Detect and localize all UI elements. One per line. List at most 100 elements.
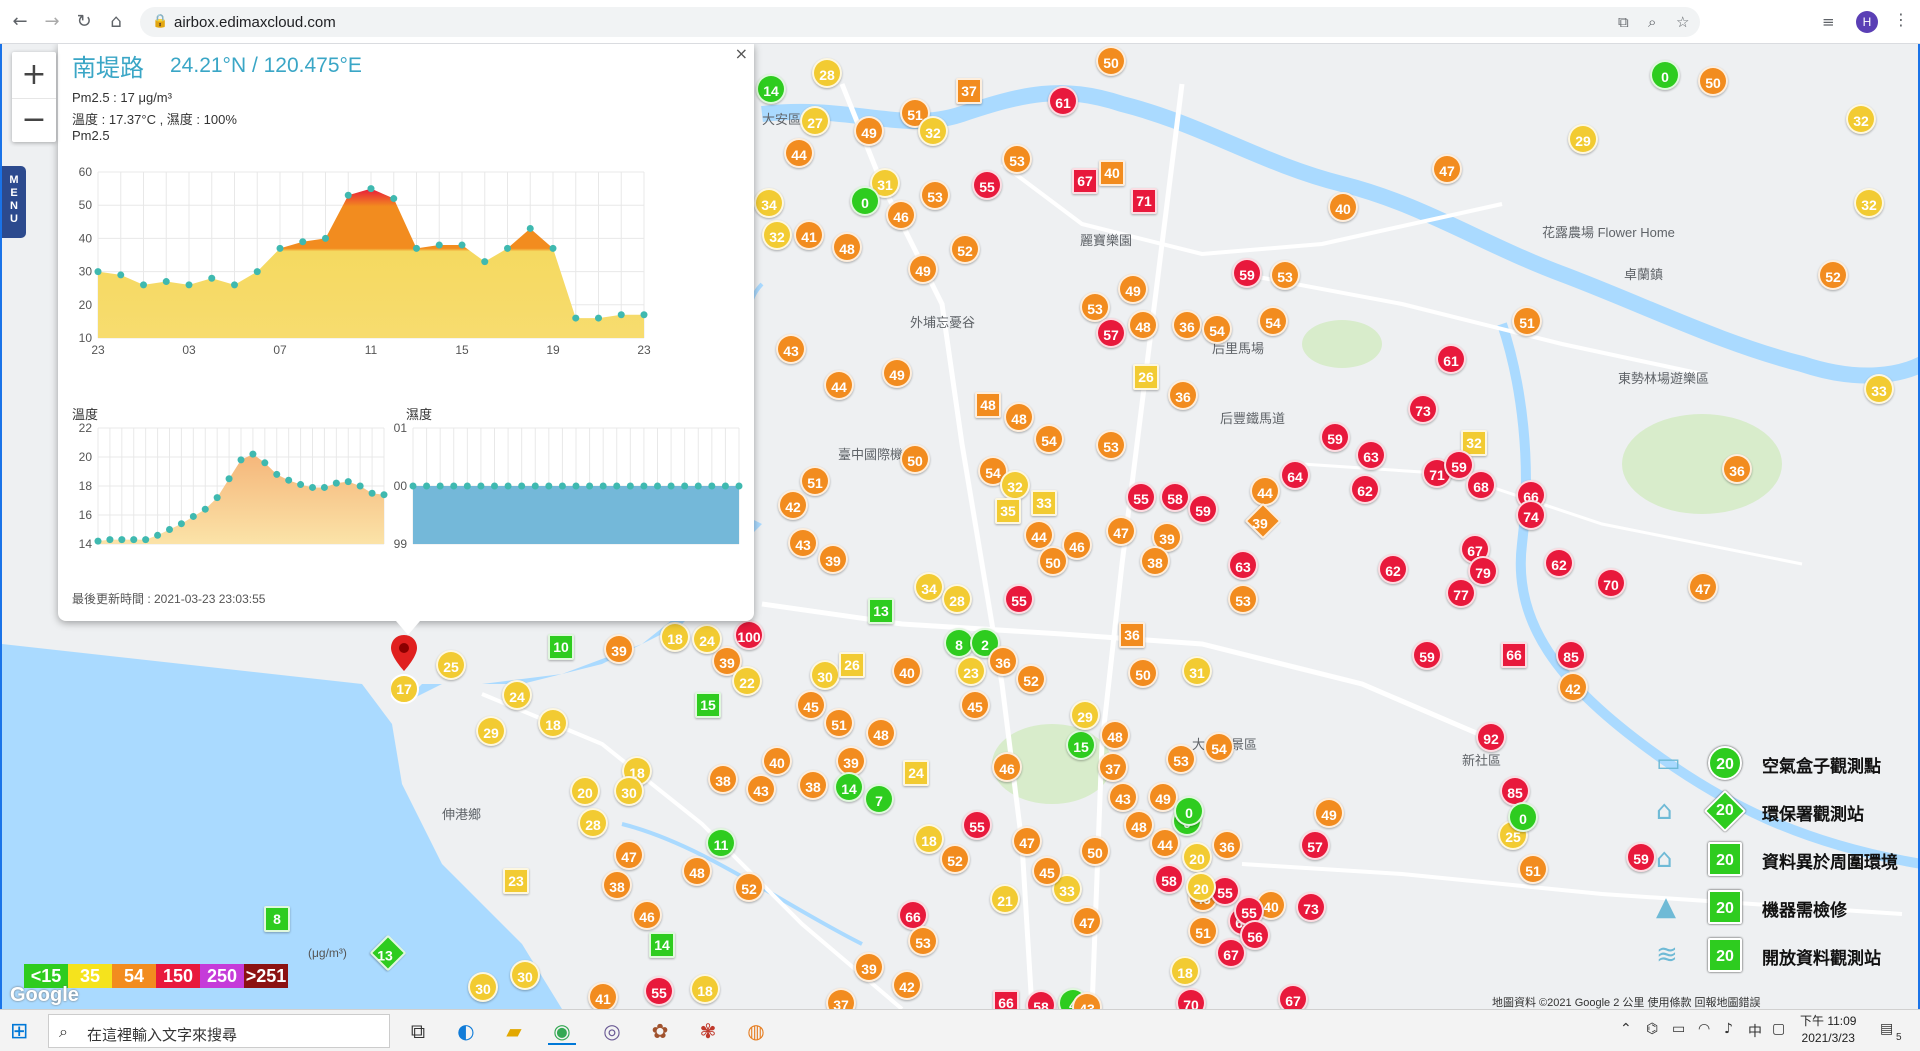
sensor-marker[interactable]: 54: [1034, 424, 1064, 454]
sensor-marker[interactable]: 61: [1048, 86, 1078, 116]
close-icon[interactable]: ×: [734, 44, 748, 63]
sensor-marker[interactable]: 53: [1270, 260, 1300, 290]
tray-network-icon[interactable]: ⌬: [1646, 1021, 1659, 1037]
taskbar-search[interactable]: ⌕ 在這裡輸入文字來搜尋: [48, 1014, 390, 1048]
sensor-marker[interactable]: 55: [962, 810, 992, 840]
sensor-marker[interactable]: 42: [892, 970, 922, 1000]
sensor-marker[interactable]: 44: [824, 370, 854, 400]
sensor-marker[interactable]: 39: [818, 544, 848, 574]
sensor-marker[interactable]: 36: [1722, 454, 1752, 484]
sensor-marker[interactable]: 59: [1412, 640, 1442, 670]
sensor-marker[interactable]: 7: [864, 784, 894, 814]
sensor-marker[interactable]: 48: [866, 718, 896, 748]
sensor-marker[interactable]: 23: [956, 656, 986, 686]
sensor-marker[interactable]: 39: [1152, 522, 1182, 552]
sensor-marker[interactable]: 32: [1461, 430, 1487, 456]
sensor-marker[interactable]: 49: [908, 254, 938, 284]
sensor-marker[interactable]: 0: [1174, 796, 1204, 826]
sensor-marker[interactable]: 37: [1098, 752, 1128, 782]
sensor-marker[interactable]: 53: [1166, 744, 1196, 774]
sensor-marker[interactable]: 29: [1568, 124, 1598, 154]
sensor-marker[interactable]: 40: [1099, 160, 1125, 186]
sensor-marker[interactable]: 46: [632, 900, 662, 930]
chrome-icon[interactable]: ◉: [548, 1017, 576, 1045]
sensor-marker[interactable]: 30: [614, 776, 644, 806]
sensor-marker[interactable]: 55: [1126, 482, 1156, 512]
sensor-marker[interactable]: 0: [850, 186, 880, 216]
sensor-marker[interactable]: 58: [1160, 482, 1190, 512]
sensor-marker[interactable]: 11: [706, 828, 736, 858]
sensor-marker[interactable]: 38: [602, 870, 632, 900]
sensor-marker[interactable]: 50: [1096, 46, 1126, 76]
sensor-marker[interactable]: 14: [649, 932, 675, 958]
sensor-marker[interactable]: 54: [1258, 306, 1288, 336]
sensor-marker[interactable]: 63: [1356, 440, 1386, 470]
home-icon[interactable]: ⌂: [110, 11, 122, 32]
sensor-marker[interactable]: 50: [1038, 546, 1068, 576]
sensor-marker[interactable]: 39: [854, 952, 884, 982]
sensor-marker[interactable]: 8: [264, 906, 290, 932]
sensor-marker[interactable]: 67: [1072, 168, 1098, 194]
map-attribution[interactable]: 地圖資料 ©2021 Google 2 公里 使用條款 回報地圖錯誤: [1492, 997, 1761, 1009]
sensor-marker[interactable]: 38: [708, 764, 738, 794]
sensor-marker[interactable]: 20: [1182, 842, 1212, 872]
sensor-marker[interactable]: 47: [614, 840, 644, 870]
sensor-marker[interactable]: 55: [1004, 584, 1034, 614]
sensor-marker[interactable]: 32: [918, 116, 948, 146]
sensor-marker[interactable]: 26: [1133, 364, 1159, 390]
browser-menu-icon[interactable]: ⋮: [1893, 10, 1909, 29]
sensor-marker[interactable]: 48: [1100, 720, 1130, 750]
sensor-marker[interactable]: 43: [746, 774, 776, 804]
sensor-marker[interactable]: 57: [1096, 318, 1126, 348]
sensor-marker[interactable]: 63: [1228, 550, 1258, 580]
sensor-marker[interactable]: 47: [1432, 154, 1462, 184]
sensor-marker[interactable]: 39: [604, 634, 634, 664]
sensor-marker[interactable]: 53: [920, 180, 950, 210]
sensor-marker[interactable]: 62: [1378, 554, 1408, 584]
sensor-marker[interactable]: 73: [1296, 892, 1326, 922]
sensor-marker[interactable]: 40: [762, 746, 792, 776]
tray-battery-icon[interactable]: ▭: [1672, 1021, 1686, 1037]
sensor-marker[interactable]: 32: [1854, 188, 1884, 218]
lock-icon[interactable]: 🔒: [152, 14, 169, 29]
sensor-marker[interactable]: 35: [995, 498, 1021, 524]
sensor-marker[interactable]: 50: [1128, 658, 1158, 688]
sensor-marker[interactable]: 46: [886, 200, 916, 230]
sensor-marker[interactable]: 34: [754, 188, 784, 218]
sensor-marker[interactable]: 53: [908, 926, 938, 956]
app-icon[interactable]: ✿: [651, 1019, 669, 1043]
sensor-marker[interactable]: 70: [1176, 988, 1206, 1009]
sensor-marker[interactable]: 44: [1150, 828, 1180, 858]
sensor-marker[interactable]: 52: [1016, 664, 1046, 694]
sensor-marker[interactable]: 33: [1031, 490, 1057, 516]
sensor-marker[interactable]: 37: [956, 78, 982, 104]
sensor-marker[interactable]: 52: [940, 844, 970, 874]
sensor-marker[interactable]: 53: [1080, 292, 1110, 322]
sensor-marker[interactable]: 22: [732, 666, 762, 696]
sensor-marker[interactable]: 42: [778, 490, 808, 520]
sensor-marker[interactable]: 44: [1250, 476, 1280, 506]
sensor-marker[interactable]: 67: [1278, 984, 1308, 1009]
sensor-marker[interactable]: 21: [990, 884, 1020, 914]
sensor-marker[interactable]: 24: [502, 680, 532, 710]
sensor-marker[interactable]: 34: [914, 572, 944, 602]
sensor-marker[interactable]: 53: [1096, 430, 1126, 460]
sensor-marker[interactable]: 45: [960, 690, 990, 720]
zoom-out-button[interactable]: −: [12, 98, 56, 142]
sensor-marker[interactable]: 36: [1168, 380, 1198, 410]
sensor-marker[interactable]: 45: [1032, 856, 1062, 886]
sensor-marker[interactable]: 71: [1131, 188, 1157, 214]
sensor-marker[interactable]: 50: [1080, 836, 1110, 866]
sensor-marker[interactable]: 18: [914, 824, 944, 854]
sensor-marker[interactable]: 18: [660, 622, 690, 652]
sensor-marker[interactable]: 33: [1864, 374, 1894, 404]
sensor-marker[interactable]: 47: [1688, 572, 1718, 602]
sensor-marker[interactable]: 39: [712, 646, 742, 676]
sensor-marker[interactable]: 0: [1508, 802, 1538, 832]
sensor-marker[interactable]: 79: [1468, 556, 1498, 586]
sensor-marker[interactable]: 49: [854, 116, 884, 146]
tray-keyboard-icon[interactable]: ▢: [1772, 1021, 1786, 1037]
sensor-marker[interactable]: 48: [832, 232, 862, 262]
sensor-marker[interactable]: 33: [1052, 874, 1082, 904]
